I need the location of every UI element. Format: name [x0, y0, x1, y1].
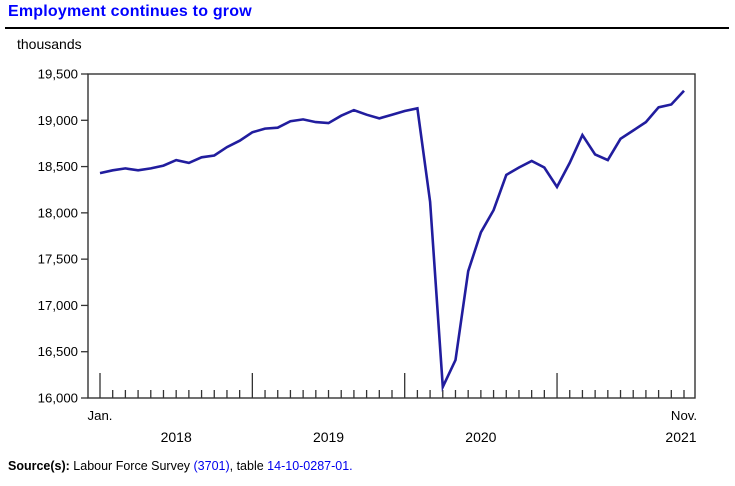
- x-axis-year-label: 2018: [161, 429, 192, 445]
- y-axis-tick-label: 18,500: [38, 159, 78, 174]
- source-survey-text: Labour Force Survey: [69, 459, 194, 473]
- x-axis-first-month-label: Jan.: [88, 408, 113, 423]
- x-axis-ticks: [99, 373, 685, 398]
- y-axis-tick-label: 19,500: [38, 67, 78, 82]
- employment-data-line: [99, 89, 685, 392]
- x-axis-labels: Jan. Nov. 2018 2019 2020 2021: [88, 408, 698, 445]
- y-axis-unit-label: thousands: [17, 36, 82, 52]
- y-axis-tick-label: 17,500: [38, 252, 78, 267]
- table-number-link[interactable]: 14-10-0287-01.: [267, 459, 353, 473]
- source-note: Source(s): Labour Force Survey (3701), t…: [8, 459, 353, 473]
- y-axis-labels: 16,000 16,500 17,000 17,500 18,000 18,500 19,0…: [38, 67, 78, 406]
- chart-title: Employment continues to grow: [8, 3, 252, 20]
- y-axis-tick-label: 19,000: [38, 113, 78, 128]
- plot-border: [87, 73, 696, 399]
- x-axis-year-label: 2019: [313, 429, 344, 445]
- x-axis-year-label: 2020: [465, 429, 496, 445]
- title-underline-rule: [5, 27, 729, 29]
- y-axis-tick-label: 16,500: [38, 344, 78, 359]
- survey-number-link[interactable]: (3701): [193, 459, 230, 473]
- source-prefix: Source(s):: [8, 459, 70, 473]
- y-axis-tick-label: 18,000: [38, 205, 78, 220]
- source-between-text: , table: [229, 459, 268, 473]
- y-axis-tick-label: 16,000: [38, 391, 78, 406]
- x-axis-year-label: 2021: [665, 429, 696, 445]
- x-axis-last-month-label: Nov.: [671, 408, 697, 423]
- y-axis-tick-label: 17,000: [38, 298, 78, 313]
- y-axis-ticks: [81, 73, 88, 399]
